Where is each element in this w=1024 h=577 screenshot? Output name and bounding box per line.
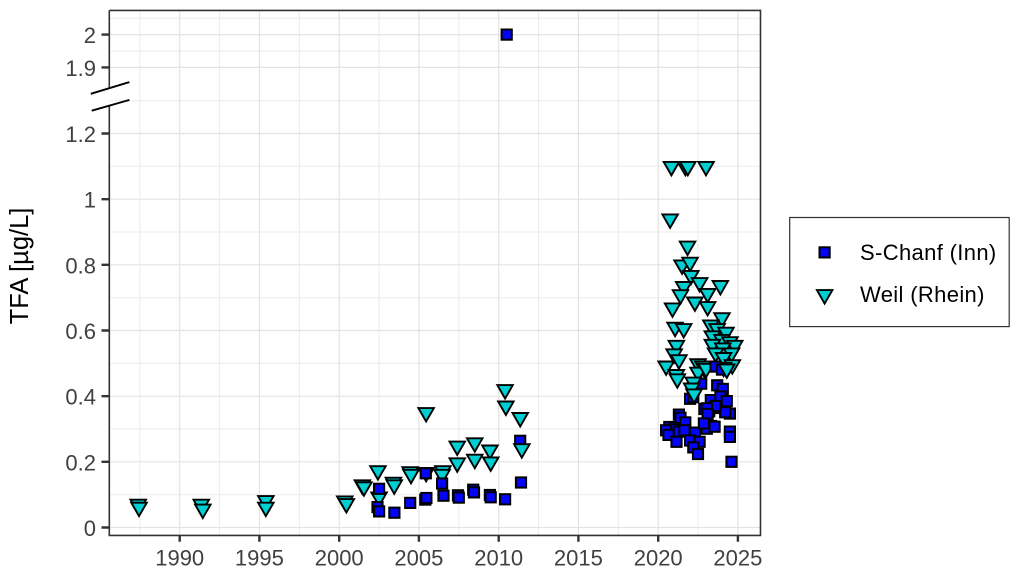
svg-text:0.6: 0.6 [65,319,96,344]
svg-text:2000: 2000 [315,546,364,571]
svg-text:1.2: 1.2 [65,122,96,147]
svg-text:0.8: 0.8 [65,253,96,278]
svg-text:2025: 2025 [713,546,762,571]
svg-text:Weil (Rhein): Weil (Rhein) [860,282,985,307]
svg-text:0.4: 0.4 [65,385,96,410]
svg-text:2: 2 [84,23,96,48]
svg-text:2010: 2010 [474,546,523,571]
svg-text:1995: 1995 [235,546,284,571]
svg-text:1990: 1990 [155,546,204,571]
svg-text:1: 1 [84,188,96,213]
svg-text:1.9: 1.9 [65,56,96,81]
svg-text:0.2: 0.2 [65,450,96,475]
svg-text:2015: 2015 [554,546,603,571]
svg-text:TFA [µg/L]: TFA [µg/L] [6,208,34,325]
svg-text:2020: 2020 [634,546,683,571]
svg-text:2005: 2005 [394,546,443,571]
svg-text:0: 0 [84,516,96,541]
svg-text:S-Chanf (Inn): S-Chanf (Inn) [860,240,997,265]
